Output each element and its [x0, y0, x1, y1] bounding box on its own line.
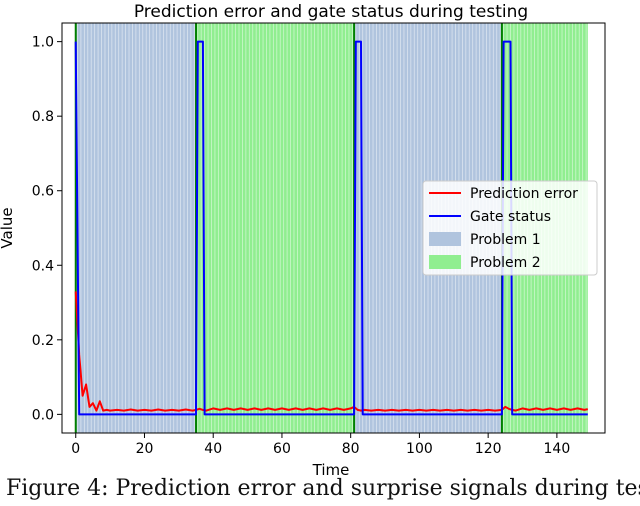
region-1-stripes — [77, 23, 195, 433]
chart: Prediction error and gate status during … — [0, 2, 606, 476]
legend: Prediction error Gate status Problem 1 Prob… — [422, 180, 598, 276]
legend-label: Prediction error — [470, 186, 578, 202]
x-tick-label: 20 — [136, 441, 154, 457]
y-tick-label: 0.6 — [32, 184, 54, 200]
x-tick-label: 120 — [475, 441, 502, 457]
legend-swatch — [429, 255, 461, 269]
x-axis-label: Time — [312, 461, 350, 476]
y-tick-label: 1.0 — [32, 35, 54, 51]
x-tick-label: 40 — [204, 441, 222, 457]
x-tick-label: 0 — [71, 441, 80, 457]
legend-box — [422, 180, 598, 276]
legend-label: Problem 2 — [470, 255, 541, 271]
series-line-1 — [74, 291, 589, 412]
y-tick-label: 0.0 — [32, 407, 54, 423]
region-2-span-1 — [196, 23, 355, 433]
figure-caption: Figure 4: Prediction error and surprise … — [6, 476, 640, 501]
chart-title: Prediction error and gate status during … — [134, 2, 528, 22]
y-tick-label: 0.4 — [32, 258, 54, 274]
x-tick-label: 60 — [273, 441, 291, 457]
x-tick-label: 100 — [406, 441, 433, 457]
x-tick-label: 80 — [342, 441, 360, 457]
legend-label: Problem 1 — [470, 232, 541, 248]
legend-swatch — [429, 232, 461, 246]
y-tick-label: 0.2 — [32, 333, 54, 349]
plot-frame — [61, 22, 606, 434]
y-tick-label: 0.8 — [32, 109, 54, 125]
series-line-2 — [74, 40, 588, 416]
x-tick-label: 140 — [544, 441, 571, 457]
legend-label: Gate status — [470, 209, 551, 225]
y-axis-label: Value — [0, 207, 16, 248]
